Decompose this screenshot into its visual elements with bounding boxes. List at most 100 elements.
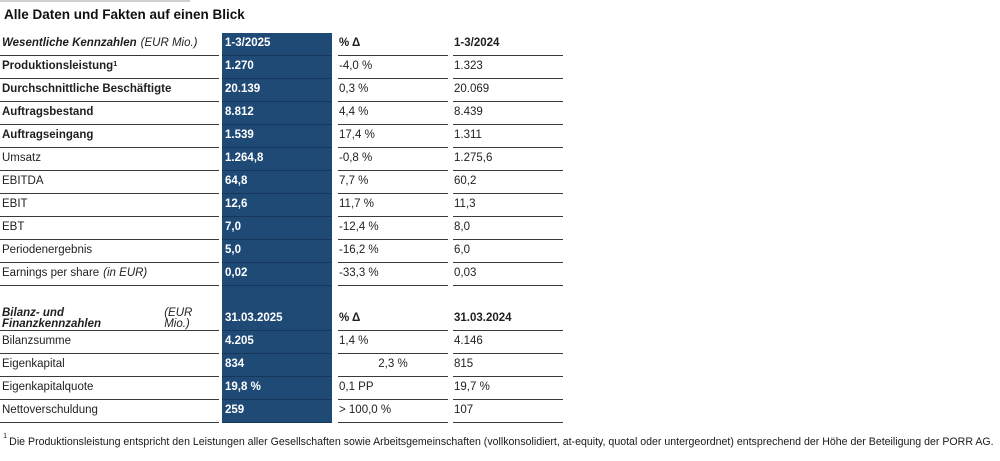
- spacer-cell: [0, 286, 219, 308]
- row-label: Umsatz: [0, 148, 219, 171]
- value-prior: 107: [453, 400, 563, 423]
- section-title: Bilanz- und Finanzkennzahlen: [2, 306, 102, 330]
- row-label: Nettoverschuldung: [0, 400, 219, 423]
- row-label: Eigenkapital: [0, 354, 219, 377]
- value-delta: 0,3 %: [338, 79, 448, 102]
- table-row: EBIT 12,6 11,7 % 11,3: [0, 194, 563, 217]
- value-delta: 17,4 %: [338, 125, 448, 148]
- table-row: Produktionsleistung 1 1.270 -4,0 % 1.323: [0, 56, 563, 79]
- footnote-text: Die Produktionsleistung entspricht den L…: [9, 436, 994, 448]
- value-current: 12,6: [222, 194, 332, 217]
- row-label: EBT: [0, 217, 219, 240]
- value-current: 20.139: [222, 79, 332, 102]
- section-unit: (EUR Mio.): [140, 37, 198, 50]
- table-row: Umsatz 1.264,8 -0,8 % 1.275,6: [0, 148, 563, 171]
- row-label-text: EBITDA: [2, 175, 44, 188]
- row-label: Durchschnittliche Beschäftigte: [0, 79, 219, 102]
- row-label: Auftragseingang: [0, 125, 219, 148]
- value-delta: -12,4 %: [338, 217, 448, 240]
- table-row: Nettoverschuldung 259 > 100,0 % 107: [0, 400, 563, 423]
- row-label: Auftragsbestand: [0, 102, 219, 125]
- table-row: Auftragseingang 1.539 17,4 % 1.311: [0, 125, 563, 148]
- value-current: 8.812: [222, 102, 332, 125]
- value-current: 19,8 %: [222, 377, 332, 400]
- row-label-text: Eigenkapitalquote: [2, 381, 94, 394]
- table-row: Eigenkapital 834 2,3 % 815: [0, 354, 563, 377]
- value-prior: 815: [453, 354, 563, 377]
- section-spacer-row: [0, 286, 563, 308]
- row-label-text: EBT: [2, 221, 25, 234]
- value-current: 1.539: [222, 125, 332, 148]
- value-delta: -4,0 %: [338, 56, 448, 79]
- cropped-edge-artifact: [0, 0, 190, 2]
- value-delta: 0,1 PP: [338, 377, 448, 400]
- col-header-delta: % Δ: [338, 33, 448, 56]
- table-row: Bilanzsumme 4.205 1,4 % 4.146: [0, 331, 563, 354]
- value-current: 0,02: [222, 263, 332, 286]
- row-label-text: Nettoverschuldung: [2, 404, 98, 417]
- value-prior: 6,0: [453, 240, 563, 263]
- value-delta: 2,3 %: [338, 354, 448, 377]
- value-delta: -33,3 %: [338, 263, 448, 286]
- value-prior: 11,3: [453, 194, 563, 217]
- footnote-marker: 1: [3, 431, 8, 441]
- table-row: Eigenkapitalquote 19,8 % 0,1 PP 19,7 %: [0, 377, 563, 400]
- row-label-text: EBIT: [2, 198, 28, 211]
- row-label-text: Durchschnittliche Beschäftigte: [2, 83, 172, 96]
- section-header-row: Bilanz- und Finanzkennzahlen (EUR Mio.) 31…: [0, 306, 563, 331]
- value-prior: 4.146: [453, 331, 563, 354]
- spacer-cell: [338, 286, 448, 308]
- value-prior: 0,03: [453, 263, 563, 286]
- value-delta: -0,8 %: [338, 148, 448, 171]
- value-prior: 1.323: [453, 56, 563, 79]
- value-current: 64,8: [222, 171, 332, 194]
- row-label-suffix: (in EUR): [103, 267, 148, 280]
- key-figures-table: Wesentliche Kennzahlen (EUR Mio.) 1-3/2025…: [0, 33, 563, 423]
- row-label: Bilanzsumme: [0, 331, 219, 354]
- value-current: 4.205: [222, 331, 332, 354]
- section-header-row: Wesentliche Kennzahlen (EUR Mio.) 1-3/2025…: [0, 33, 563, 56]
- value-current: 5,0: [222, 240, 332, 263]
- row-label-text: Bilanzsumme: [2, 335, 72, 348]
- row-label-text: Auftragsbestand: [2, 106, 94, 119]
- col-header-prior: 31.03.2024: [453, 308, 563, 331]
- row-label: EBIT: [0, 194, 219, 217]
- col-header-prior: 1-3/2024: [453, 33, 563, 56]
- value-delta: 11,7 %: [338, 194, 448, 217]
- table-row: Earnings per share (in EUR) 0,02 -33,3 % 0,0…: [0, 263, 563, 286]
- page-title: Alle Daten und Fakten auf einen Blick: [4, 7, 245, 22]
- table-row: EBT 7,0 -12,4 % 8,0: [0, 217, 563, 240]
- value-current: 1.270: [222, 56, 332, 79]
- section-header-label: Bilanz- und Finanzkennzahlen (EUR Mio.): [0, 306, 219, 331]
- value-prior: 20.069: [453, 79, 563, 102]
- value-delta: 4,4 %: [338, 102, 448, 125]
- value-prior: 19,7 %: [453, 377, 563, 400]
- col-header-current: 31.03.2025: [222, 308, 332, 331]
- value-prior: 1.311: [453, 125, 563, 148]
- footnote: 1Die Produktionsleistung entspricht den …: [3, 432, 999, 448]
- col-header-current: 1-3/2025: [222, 33, 332, 56]
- section-header-label: Wesentliche Kennzahlen (EUR Mio.): [0, 33, 219, 56]
- row-label: Earnings per share (in EUR): [0, 263, 219, 286]
- highlight-column-spacer: [222, 286, 332, 308]
- value-prior: 60,2: [453, 171, 563, 194]
- col-header-delta: % Δ: [338, 308, 448, 331]
- value-current: 259: [222, 400, 332, 423]
- section-unit: (EUR Mio.): [164, 306, 193, 330]
- row-label-text: Produktionsleistung: [2, 60, 114, 73]
- value-prior: 8,0: [453, 217, 563, 240]
- row-label-text: Umsatz: [2, 152, 41, 165]
- value-delta: > 100,0 %: [338, 400, 448, 423]
- value-delta: 1,4 %: [338, 331, 448, 354]
- row-label-text: Eigenkapital: [2, 358, 65, 371]
- table-row: EBITDA 64,8 7,7 % 60,2: [0, 171, 563, 194]
- spacer-cell: [453, 286, 563, 308]
- row-label: Periodenergebnis: [0, 240, 219, 263]
- table-row: Auftragsbestand 8.812 4,4 % 8.439: [0, 102, 563, 125]
- value-current: 834: [222, 354, 332, 377]
- value-current: 1.264,8: [222, 148, 332, 171]
- table-row: Durchschnittliche Beschäftigte 20.139 0,3 …: [0, 79, 563, 102]
- row-label-text: Earnings per share: [2, 267, 100, 280]
- value-delta: -16,2 %: [338, 240, 448, 263]
- value-prior: 8.439: [453, 102, 563, 125]
